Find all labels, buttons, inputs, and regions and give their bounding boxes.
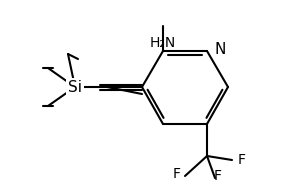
Text: F: F — [173, 167, 181, 181]
Text: H₂N: H₂N — [150, 36, 176, 50]
Text: F: F — [238, 153, 246, 167]
Text: N: N — [215, 42, 226, 56]
Text: F: F — [214, 169, 222, 183]
Text: Si: Si — [68, 80, 82, 94]
